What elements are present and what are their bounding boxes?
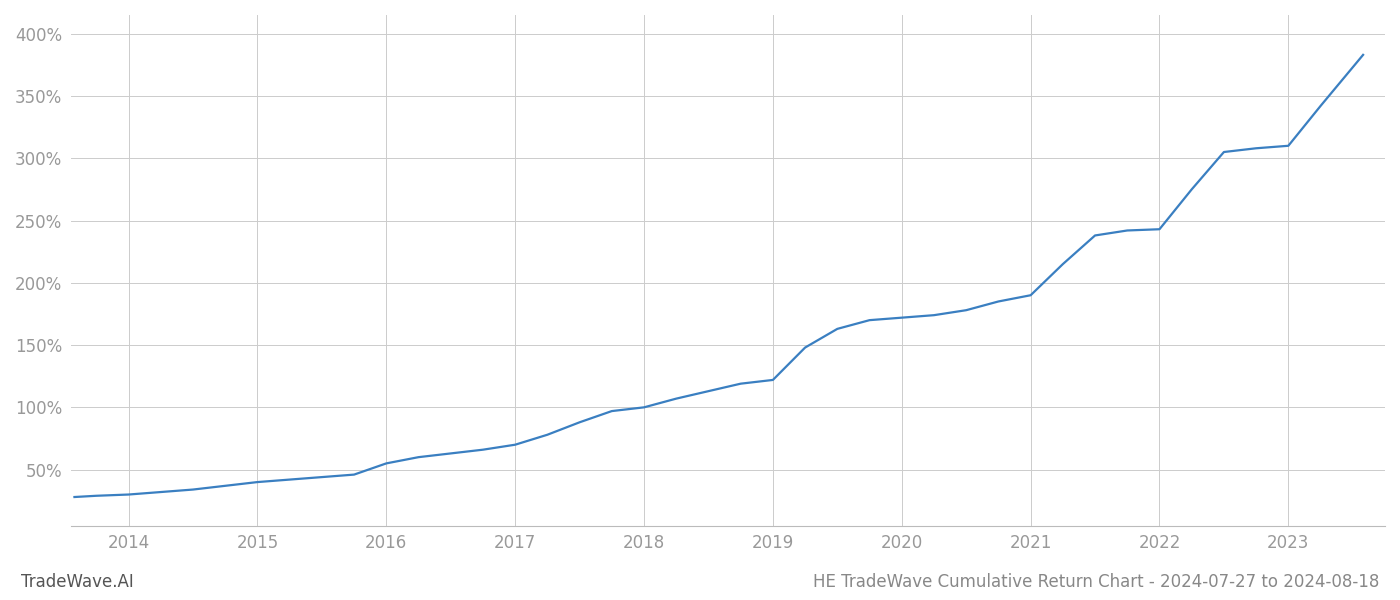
Text: HE TradeWave Cumulative Return Chart - 2024-07-27 to 2024-08-18: HE TradeWave Cumulative Return Chart - 2… bbox=[812, 573, 1379, 591]
Text: TradeWave.AI: TradeWave.AI bbox=[21, 573, 134, 591]
